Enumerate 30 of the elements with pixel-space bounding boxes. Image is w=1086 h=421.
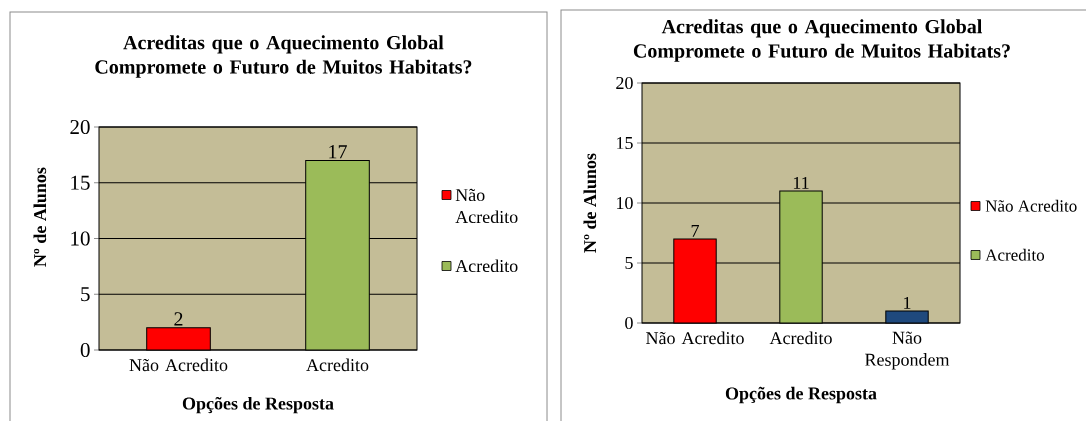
legend-label: Não Acredito (455, 188, 518, 224)
y-tick-label: 5 (625, 257, 633, 269)
data-label: 17 (329, 145, 347, 159)
y-tick-label: 15 (71, 175, 90, 190)
chart-title: Acreditas que o Aquecimento Global Compromete o Futuro de Muitos Habitats? (633, 19, 1010, 62)
data-label: 11 (793, 176, 809, 189)
y-tick-label: 0 (80, 342, 90, 358)
y-tick-label: 15 (617, 136, 633, 150)
x-axis-title: Opções de Resposta (182, 396, 334, 414)
legend-label: Acredito (985, 248, 1045, 261)
data-label: 1 (904, 296, 911, 309)
legend-label: Não Acredito (985, 199, 1077, 212)
data-label: 7 (691, 225, 699, 237)
y-axis-title: Nº de Alunos (583, 153, 597, 253)
x-tick-label: Não Respondem (865, 331, 950, 370)
y-axis-title: Nº de Alunos (33, 167, 47, 267)
x-tick-label: Não Acredito (646, 331, 744, 345)
y-tick-label: 20 (70, 119, 90, 135)
chart-title: Acreditas que o Aquecimento Global Compromete o Futuro de Muitos Habitats? (95, 35, 472, 78)
y-tick-label: 0 (625, 316, 633, 330)
data-label: 2 (174, 312, 183, 326)
legend-label: Acredito (455, 259, 518, 273)
y-tick-label: 5 (81, 287, 90, 302)
x-axis-title: Opções de Resposta (725, 386, 877, 404)
x-tick-label: Acredito (306, 358, 369, 372)
y-tick-label: 10 (71, 231, 90, 246)
y-tick-label: 20 (616, 76, 633, 90)
x-tick-label: Não Acredito (129, 358, 228, 372)
y-tick-label: 10 (617, 196, 633, 210)
x-tick-label: Acredito (769, 331, 832, 345)
